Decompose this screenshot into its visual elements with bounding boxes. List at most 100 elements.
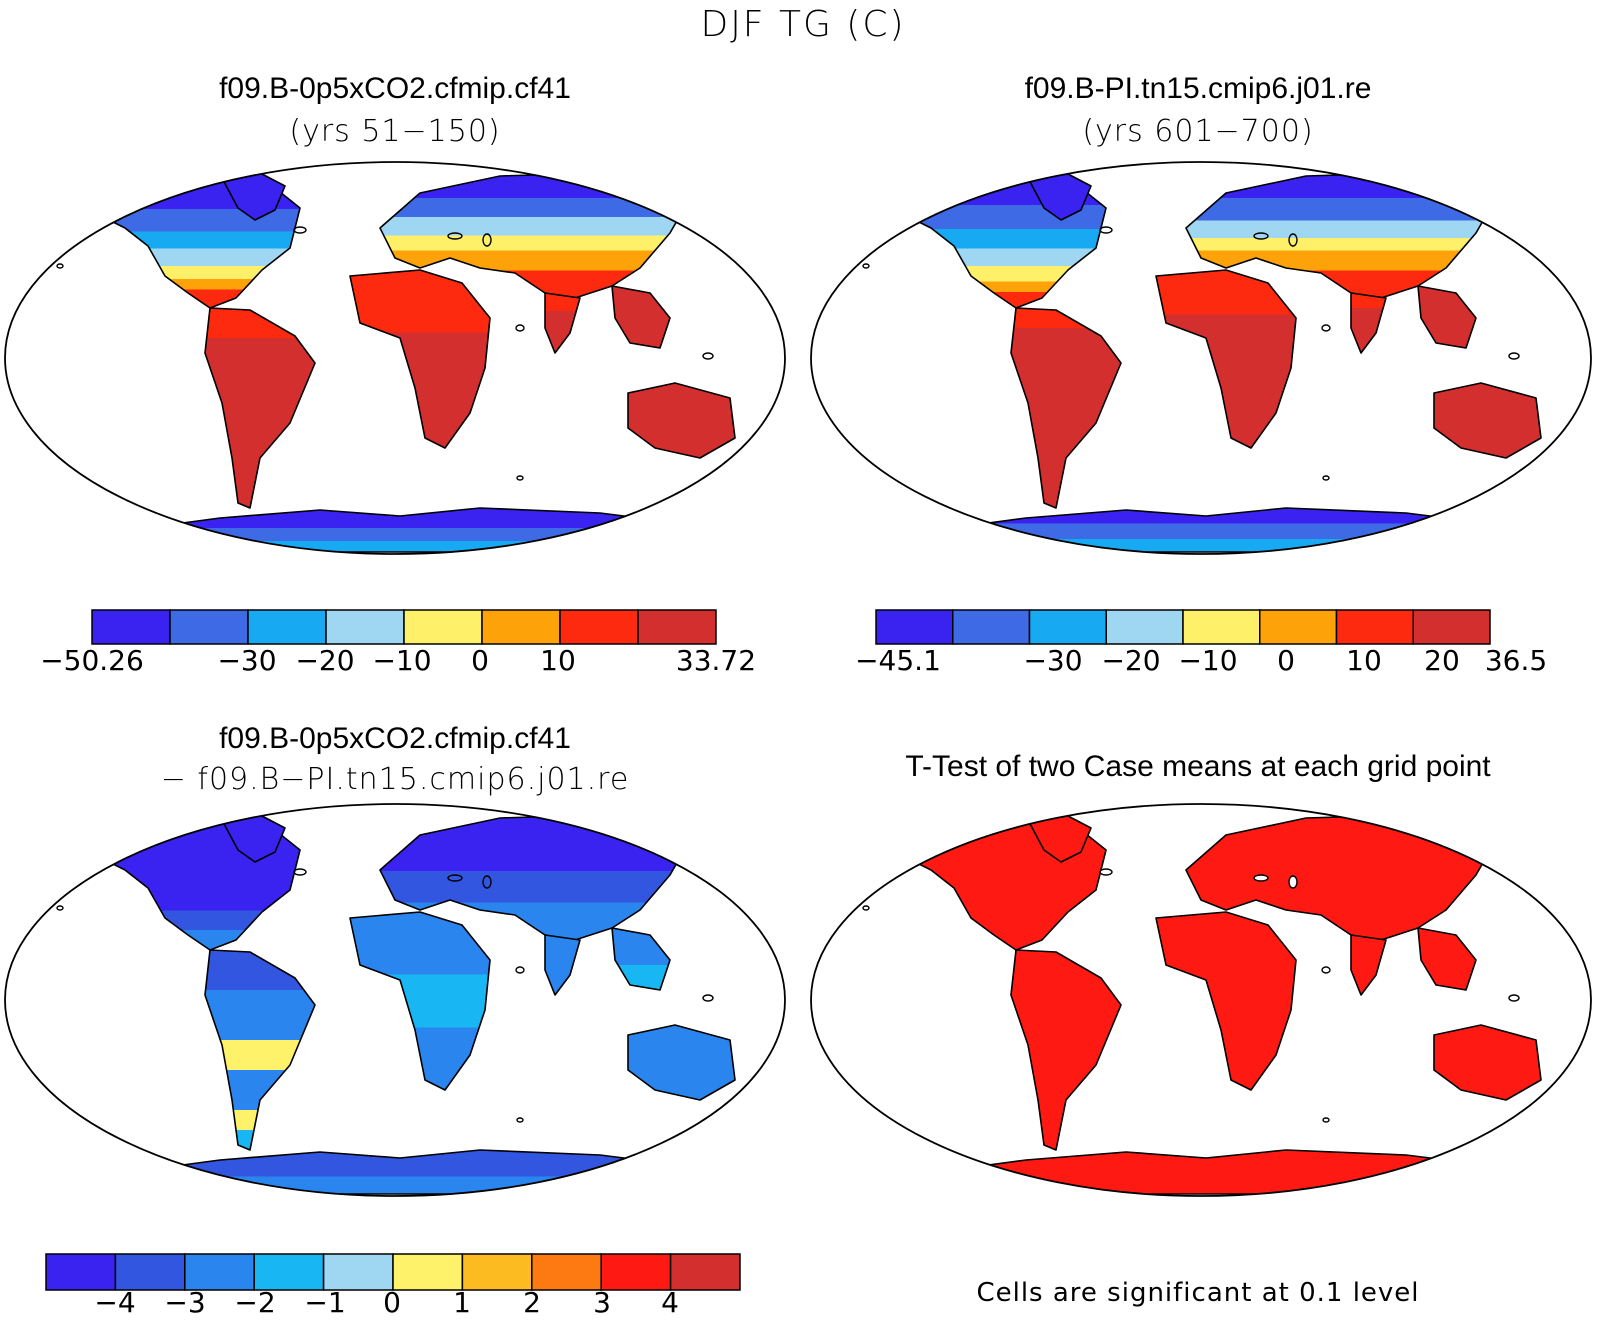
cb-label: 2 xyxy=(523,1286,541,1319)
land-south-america xyxy=(204,307,316,509)
land-south-america xyxy=(1010,307,1122,509)
island xyxy=(1288,875,1298,889)
colorbar-cell xyxy=(1335,609,1414,645)
land-australia xyxy=(627,382,736,459)
island xyxy=(1321,324,1331,332)
land-india xyxy=(1350,934,1387,996)
land-australia xyxy=(1433,1024,1542,1101)
island xyxy=(1253,232,1269,240)
cb-label: −10 xyxy=(1178,644,1237,677)
cb-label: −50.26 xyxy=(40,644,144,677)
panel-title-bottom-left: f09.B-0p5xCO2.cfmip.cf41 xyxy=(219,722,571,755)
island xyxy=(482,233,492,247)
island xyxy=(56,263,64,269)
map-top-right xyxy=(810,161,1592,555)
cb-label: 0 xyxy=(383,1286,401,1319)
colorbar-cell xyxy=(184,1253,255,1291)
cb-label: −4 xyxy=(94,1286,135,1319)
colorbar-bottom-left: −4 −3 −2 −1 0 1 2 3 4 xyxy=(45,1253,741,1319)
map-top-left xyxy=(4,161,786,555)
land-africa xyxy=(1155,269,1297,449)
island xyxy=(1322,475,1330,481)
cb-label: −20 xyxy=(1101,644,1160,677)
island xyxy=(1099,868,1113,876)
colorbar-cell xyxy=(253,1253,325,1291)
cb-label: 3 xyxy=(593,1286,611,1319)
land-se-asia xyxy=(1417,285,1477,349)
colorbar-cell xyxy=(531,1253,602,1291)
island xyxy=(293,226,307,234)
globe-outline xyxy=(810,161,1592,555)
cb-label: 0 xyxy=(1277,644,1295,677)
island xyxy=(1099,226,1113,234)
map-bottom-left xyxy=(4,803,786,1197)
land-australia xyxy=(627,1024,736,1101)
colorbar-cell xyxy=(875,609,954,645)
colorbar-cell xyxy=(91,609,171,645)
island xyxy=(1288,233,1298,247)
globe-outline xyxy=(4,803,786,1197)
colorbar-cell xyxy=(461,1253,533,1291)
land-se-asia xyxy=(611,927,671,991)
significance-note: Cells are significant at 0.1 level xyxy=(976,1278,1420,1308)
island xyxy=(293,868,307,876)
cb-label: 10 xyxy=(1346,644,1382,677)
island xyxy=(515,966,525,974)
cb-label: 20 xyxy=(1424,644,1460,677)
colorbar-cell xyxy=(481,609,561,645)
panel-title-top-right: f09.B-PI.tn15.cmip6.j01.re xyxy=(1024,72,1372,105)
cb-label: 36.5 xyxy=(1485,644,1547,677)
island xyxy=(447,232,463,240)
colorbar-cell xyxy=(1412,609,1491,645)
colorbar-cell xyxy=(45,1253,117,1291)
cb-label: 0 xyxy=(471,644,489,677)
island xyxy=(862,263,870,269)
land-india xyxy=(544,292,581,354)
panel-subtitle-top-left: (yrs 51−150) xyxy=(289,114,501,149)
colorbar-cell xyxy=(1105,609,1184,645)
island xyxy=(702,994,714,1002)
island xyxy=(1253,874,1269,882)
land-se-asia xyxy=(611,285,671,349)
colorbar-cell xyxy=(952,609,1031,645)
colorbar-top-right: −45.1 −30 −20 −10 0 10 20 36.5 xyxy=(855,609,1547,677)
land-south-america xyxy=(1010,949,1122,1151)
colorbar-cell xyxy=(1259,609,1338,645)
colorbar-cell xyxy=(1182,609,1261,645)
cb-label: −3 xyxy=(164,1286,205,1319)
colorbar-cell xyxy=(322,1253,394,1291)
land-india xyxy=(544,934,581,996)
cb-label: −30 xyxy=(217,644,276,677)
island xyxy=(515,324,525,332)
cb-label: 33.72 xyxy=(676,644,756,677)
island xyxy=(1508,994,1520,1002)
panel-title-top-left: f09.B-0p5xCO2.cfmip.cf41 xyxy=(219,72,571,105)
land-se-asia xyxy=(1417,927,1477,991)
island xyxy=(702,352,714,360)
colorbar-cell xyxy=(559,609,639,645)
cb-label: 4 xyxy=(661,1286,679,1319)
globe-outline xyxy=(810,803,1592,1197)
cb-label: −20 xyxy=(295,644,354,677)
cb-label: 10 xyxy=(540,644,576,677)
island xyxy=(482,875,492,889)
island xyxy=(1508,352,1520,360)
globe-outline xyxy=(4,161,786,555)
island xyxy=(1322,1117,1330,1123)
panel-title-bottom-right: T-Test of two Case means at each grid po… xyxy=(905,750,1491,783)
island xyxy=(447,874,463,882)
colorbar-cell xyxy=(169,609,249,645)
island xyxy=(1321,966,1331,974)
colorbar-cells-top-left xyxy=(91,609,717,645)
colorbar-cell xyxy=(392,1253,464,1291)
land-south-america xyxy=(204,949,316,1151)
cb-label: −1 xyxy=(304,1286,345,1319)
colorbar-cell xyxy=(247,609,327,645)
cb-label: −45.1 xyxy=(855,644,941,677)
colorbar-cells-top-right xyxy=(875,609,1491,645)
colorbar-top-left: −50.26 −30 −20 −10 0 10 33.72 xyxy=(40,609,756,677)
island xyxy=(516,475,524,481)
land-africa xyxy=(349,269,491,449)
colorbar-cell xyxy=(637,609,717,645)
colorbar-cell xyxy=(114,1253,186,1291)
